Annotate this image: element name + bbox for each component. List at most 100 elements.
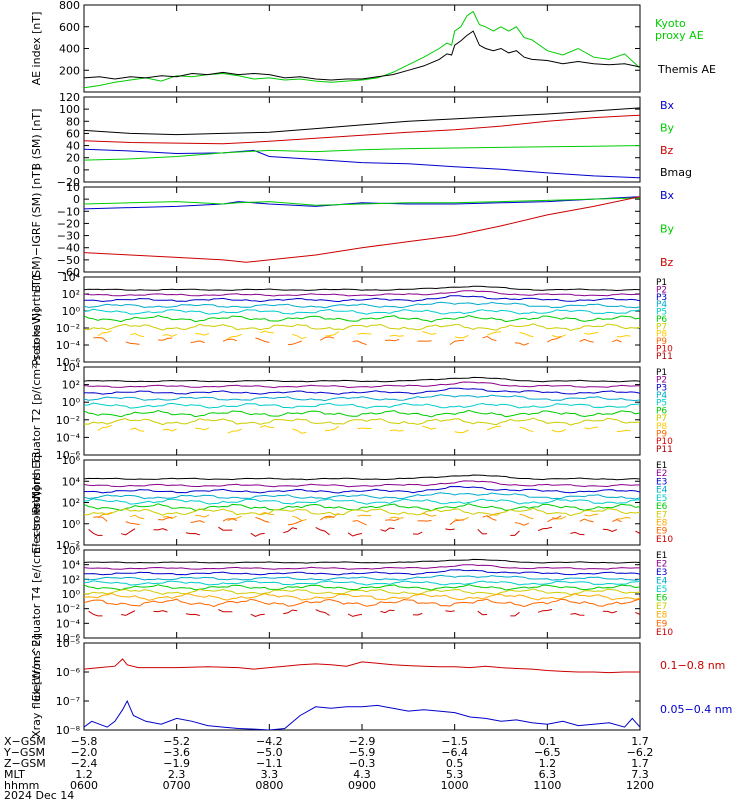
ephemeris-value: 0700 [163, 779, 191, 792]
y-tick-label: −20 [57, 217, 80, 230]
ephemeris-row-label: MLT [4, 768, 25, 781]
legend-entry-e6: E6 [656, 594, 668, 604]
y-tick-label: −40 [57, 242, 80, 255]
y-tick-label: −60 [57, 266, 80, 279]
y-axis-label: AE index [nT] [30, 12, 43, 86]
legend-entry-p4: P4 [656, 300, 667, 310]
y-tick-label: 10⁻⁵ [56, 637, 80, 650]
ephemeris-value: −2.4 [71, 757, 98, 770]
channel-line-e6 [84, 584, 640, 591]
plot-area [84, 196, 640, 263]
y-tick-label: 10⁻⁴ [56, 339, 81, 352]
channel-line-p8 [97, 424, 631, 434]
y-tick-label: 10⁰ [62, 588, 81, 601]
channel-line-e6 [84, 503, 640, 512]
channel-line-e2 [84, 564, 640, 570]
panel-frame [83, 366, 641, 456]
y-tick-label: 80 [66, 115, 80, 128]
panel-6: 10⁻² 10⁰ 10² 10⁴ 10⁶ Electrons North T3 E1E2E3… [30, 451, 673, 553]
y-tick-label: 10⁰ [62, 518, 81, 531]
date-label: 2024 Dec 14 [4, 789, 74, 800]
channel-line-e4 [84, 492, 640, 500]
legend-entry-bmag: Bmag [660, 166, 692, 179]
ephemeris-value: 0600 [70, 779, 98, 792]
y-tick-label: 10⁻⁸ [56, 724, 81, 737]
ephemeris-value: −1.5 [441, 735, 468, 748]
y-axis-label: B (SM)−IGRF (SM) [nT] [30, 167, 43, 292]
legend-entry-e4: E4 [656, 577, 668, 587]
channel-line-p2 [84, 381, 640, 389]
legend-entry-e2: E2 [656, 469, 667, 479]
y-tick-label: 10² [62, 288, 80, 301]
y-tick-label: 10⁻⁶ [56, 449, 81, 462]
legend-entry-p7: P7 [656, 414, 667, 424]
channel-line-p6 [84, 314, 640, 323]
legend-entry-by: By [660, 121, 675, 134]
channel-line-p1 [84, 285, 640, 292]
y-tick-label: 10⁴ [62, 271, 81, 284]
panel-frame [83, 642, 641, 731]
y-tick-label: 10⁴ [62, 361, 81, 374]
channel-line-p9 [93, 335, 622, 346]
legend-entry-e8: E8 [656, 518, 668, 528]
y-axis-label: Electrons North T3 [30, 451, 43, 553]
channel-line-p1 [84, 376, 640, 383]
y-tick-label: 10² [62, 573, 80, 586]
ephemeris-value: 2.3 [168, 768, 186, 781]
channel-line-p5 [84, 308, 640, 315]
legend-entry-e1: E1 [656, 551, 667, 561]
ephemeris-value: −1.9 [163, 757, 190, 770]
legend-entry-p6: P6 [656, 406, 667, 416]
y-tick-label: 10⁻⁴ [56, 431, 81, 444]
ephemeris-value: 6.3 [539, 768, 557, 781]
legend-entry-bz: Bz [660, 256, 674, 269]
ephemeris-value: 5.3 [446, 768, 464, 781]
channel-line-e9 [84, 598, 640, 608]
y-tick-label: 10⁻² [56, 539, 80, 552]
legend-entry-p11: P11 [656, 352, 673, 362]
y-tick-label: 0 [73, 193, 80, 206]
y-tick-label: 60 [66, 127, 80, 140]
ephemeris-value: 0900 [348, 779, 376, 792]
ephemeris-value: 1.7 [631, 735, 649, 748]
ephemeris-value: −4.2 [256, 735, 283, 748]
y-tick-label: 10⁻⁷ [56, 695, 80, 708]
legend-entry-e3: E3 [656, 477, 667, 487]
ephemeris-value: −0.3 [349, 757, 376, 770]
legend-entry-p3: P3 [656, 383, 667, 393]
ephemeris-value: −2.0 [71, 746, 98, 759]
channel-line-p4 [84, 394, 640, 402]
ephemeris-value: −5.0 [256, 746, 283, 759]
legend-entry-p8: P8 [656, 330, 667, 340]
legend-entry-proxy-ae: proxy AE [655, 29, 704, 42]
legend-entry-bz: Bz [660, 144, 674, 157]
y-tick-label: 0 [73, 164, 80, 177]
ephemeris-value: −5.9 [349, 746, 376, 759]
legend-entry-e7: E7 [656, 602, 667, 612]
channel-line-p3 [84, 295, 640, 303]
series-line-3 [84, 196, 640, 263]
legend-entry-p5: P5 [656, 308, 667, 318]
ephemeris-value: −5.2 [163, 735, 190, 748]
ephemeris-value: −6.2 [627, 746, 654, 759]
series-line-2 [84, 145, 640, 161]
series-line-1 [84, 148, 640, 179]
legend-entry-e8: E8 [656, 611, 668, 621]
legend-entry-p2: P2 [656, 376, 667, 386]
legend-entry-e5: E5 [656, 585, 667, 595]
ephemeris-value: 0.1 [539, 735, 557, 748]
legend-entry-e7: E7 [656, 510, 667, 520]
ephemeris-value: 1000 [441, 779, 469, 792]
channel-line-p5 [84, 402, 640, 409]
y-axis-label: Protons North T1 [30, 273, 43, 366]
legend-entry-p10: P10 [656, 437, 673, 447]
legend-entry-e10: E10 [656, 535, 673, 545]
channel-line-p3 [84, 387, 640, 395]
legend-entry-0-05-0-4-nm: 0.05−0.4 nm [660, 703, 732, 716]
legend-entry-e3: E3 [656, 568, 667, 578]
legend-entry-p2: P2 [656, 285, 667, 295]
legend-entry-p1: P1 [656, 278, 667, 288]
channel-line-e3 [84, 569, 640, 576]
